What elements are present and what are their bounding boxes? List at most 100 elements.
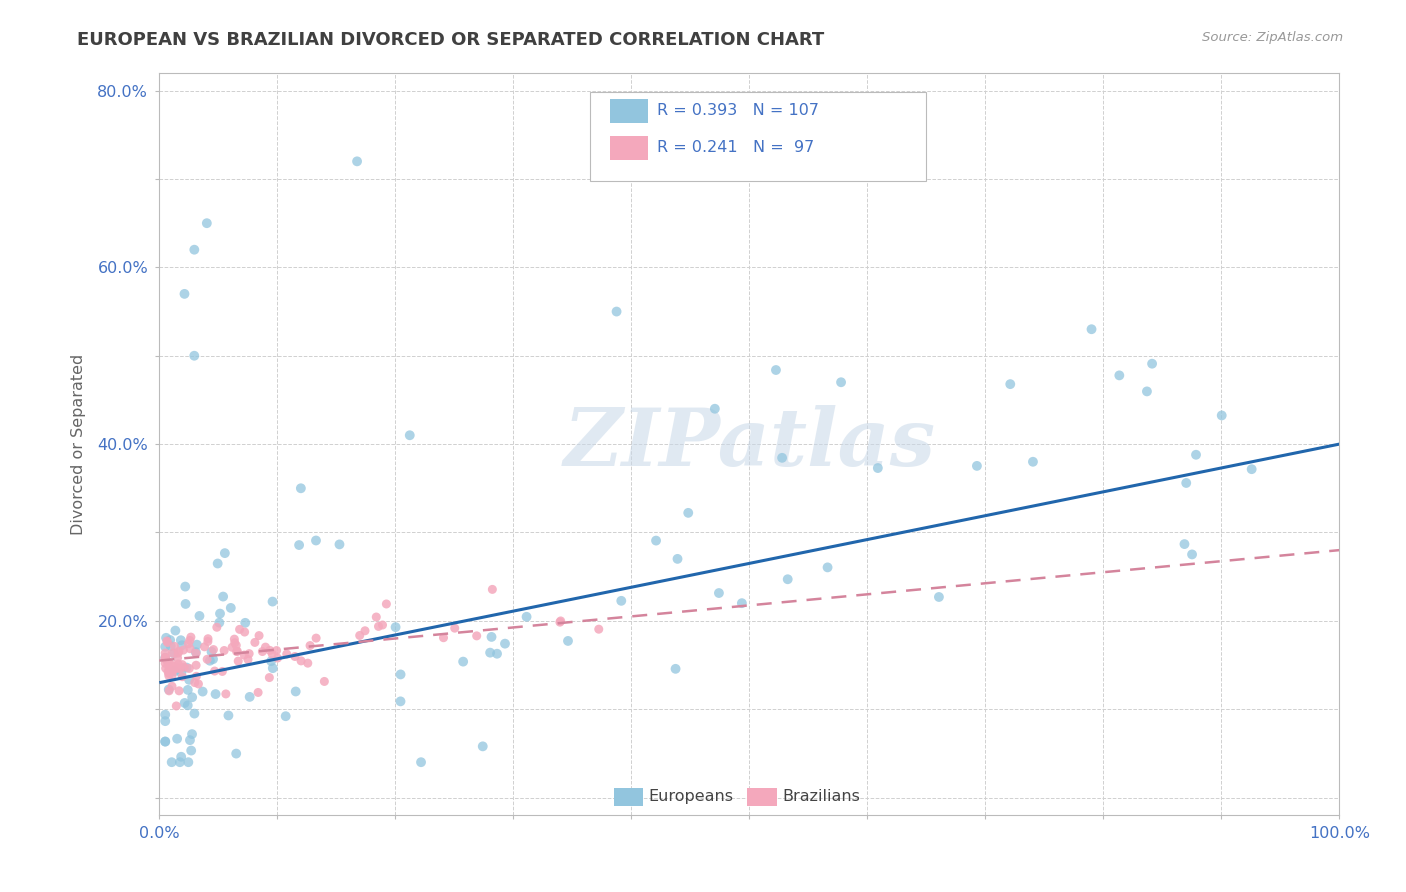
Point <box>157 669 180 683</box>
Point <box>177 682 200 697</box>
Point <box>166 731 188 746</box>
Point <box>486 647 509 661</box>
Point <box>384 620 406 634</box>
Point <box>155 734 177 748</box>
Point <box>226 644 249 658</box>
Point <box>443 621 465 635</box>
Point <box>173 286 195 301</box>
Point <box>225 638 247 652</box>
Point <box>170 666 193 681</box>
Point <box>157 683 180 698</box>
Point <box>177 698 200 713</box>
Point <box>239 690 262 704</box>
Point <box>367 619 389 633</box>
Point <box>224 632 246 647</box>
Point <box>260 654 283 668</box>
Point <box>172 657 194 672</box>
Point <box>224 636 246 650</box>
Point <box>195 216 218 230</box>
Point <box>284 649 307 664</box>
Point <box>166 651 188 665</box>
Point <box>228 623 250 637</box>
Point <box>366 610 388 624</box>
Point <box>1000 377 1022 392</box>
Point <box>156 634 179 648</box>
Point <box>494 637 516 651</box>
Point <box>204 687 226 701</box>
Point <box>481 582 503 597</box>
Point <box>236 652 259 666</box>
Point <box>1181 548 1204 562</box>
Point <box>208 607 231 621</box>
Point <box>219 601 242 615</box>
Point <box>155 714 177 728</box>
Point <box>174 597 197 611</box>
Point <box>928 590 950 604</box>
Point <box>274 709 297 723</box>
Point <box>398 428 420 442</box>
Point <box>297 656 319 670</box>
Point <box>204 664 226 678</box>
Point <box>188 609 211 624</box>
Point <box>169 755 191 769</box>
Bar <box>613 788 643 806</box>
Point <box>174 580 197 594</box>
Point <box>707 586 730 600</box>
Point <box>262 661 284 675</box>
Point <box>770 450 793 465</box>
Point <box>1080 322 1102 336</box>
Text: R = 0.393   N = 107: R = 0.393 N = 107 <box>658 103 820 119</box>
Point <box>678 506 700 520</box>
Point <box>181 727 204 741</box>
Point <box>193 640 215 654</box>
Point <box>207 557 229 571</box>
Point <box>179 641 201 656</box>
Point <box>155 646 177 660</box>
Point <box>217 708 239 723</box>
Point <box>183 349 205 363</box>
Point <box>155 657 177 671</box>
Point <box>173 696 195 710</box>
Point <box>233 615 256 630</box>
Point <box>516 609 538 624</box>
Text: EUROPEAN VS BRAZILIAN DIVORCED OR SEPARATED CORRELATION CHART: EUROPEAN VS BRAZILIAN DIVORCED OR SEPARA… <box>77 31 824 49</box>
Point <box>155 734 177 748</box>
Point <box>346 154 368 169</box>
Point <box>191 684 214 698</box>
Point <box>170 749 193 764</box>
Point <box>155 661 177 675</box>
Point <box>176 660 198 674</box>
Point <box>290 654 312 668</box>
Point <box>1185 448 1208 462</box>
Point <box>966 458 988 473</box>
Point <box>160 668 183 682</box>
Point <box>254 640 277 654</box>
Point <box>1140 357 1163 371</box>
Point <box>284 684 307 698</box>
Point <box>167 644 190 658</box>
Point <box>165 624 187 638</box>
Point <box>155 651 177 665</box>
Point <box>479 646 502 660</box>
Point <box>155 650 177 665</box>
Point <box>238 647 260 661</box>
Point <box>163 664 186 678</box>
Point <box>225 747 247 761</box>
Point <box>290 481 312 495</box>
Point <box>198 654 221 668</box>
Point <box>197 632 219 646</box>
Point <box>328 537 350 551</box>
Point <box>262 594 284 608</box>
Point <box>160 679 183 693</box>
Point <box>314 674 336 689</box>
Point <box>205 620 228 634</box>
Point <box>165 698 187 713</box>
Point <box>765 363 787 377</box>
Point <box>266 643 288 657</box>
Point <box>225 644 247 658</box>
Point <box>155 651 177 665</box>
Point <box>354 624 377 638</box>
Point <box>432 631 454 645</box>
Point <box>167 646 190 660</box>
Point <box>1108 368 1130 383</box>
